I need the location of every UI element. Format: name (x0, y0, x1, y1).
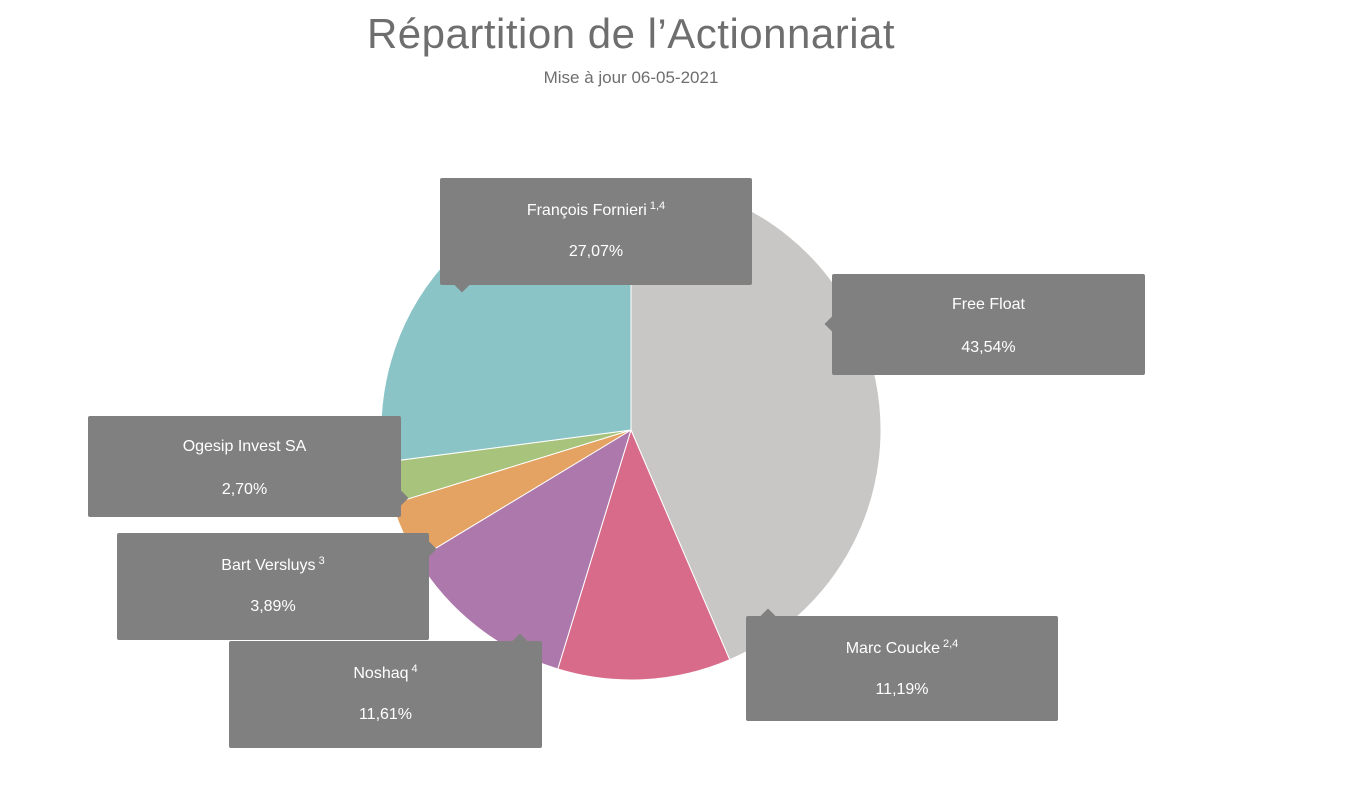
tooltip-footnote: 1,4 (649, 200, 666, 212)
tooltip-footnote: 3 (318, 555, 325, 567)
tooltip-value: 2,70% (221, 481, 268, 498)
tooltip-value: 43,54% (961, 339, 1016, 356)
tooltip-label: Bart Versluys (221, 557, 316, 574)
tooltip-footnote: 4 (411, 663, 418, 675)
tooltip-label: François Fornieri (526, 202, 647, 219)
tooltip-free-float: Free Float 43,54% (824, 274, 1145, 375)
tooltip-value: 11,19% (875, 681, 929, 698)
tooltip-value: 27,07% (568, 243, 624, 260)
tooltip-label: Ogesip Invest SA (182, 438, 307, 455)
chart-subtitle: Mise à jour 06-05-2021 (543, 68, 719, 87)
tooltip-bart-versluys: Bart Versluys 3 3,89% (117, 533, 437, 640)
tooltip-value: 11,61% (358, 706, 413, 723)
pie-slices (380, 179, 882, 681)
tooltip-ogesip-invest: Ogesip Invest SA 2,70% (88, 416, 409, 517)
tooltip-label: Noshaq (353, 665, 409, 682)
tooltip-footnote: 2,4 (942, 638, 959, 650)
tooltip-marc-coucke: Marc Coucke 2,4 11,19% (746, 608, 1058, 721)
pie-slice-marc-coucke[interactable] (557, 428, 731, 681)
tooltip-label: Marc Coucke (845, 640, 940, 657)
tooltip-label: Free Float (952, 296, 1025, 313)
tooltip-value: 3,89% (250, 598, 296, 615)
tooltip-francois-fornieri: François Fornieri 1,4 27,07% (440, 178, 752, 293)
tooltip-noshaq: Noshaq 4 11,61% (229, 633, 542, 748)
chart-title: Répartition de l’Actionnariat (366, 10, 896, 57)
